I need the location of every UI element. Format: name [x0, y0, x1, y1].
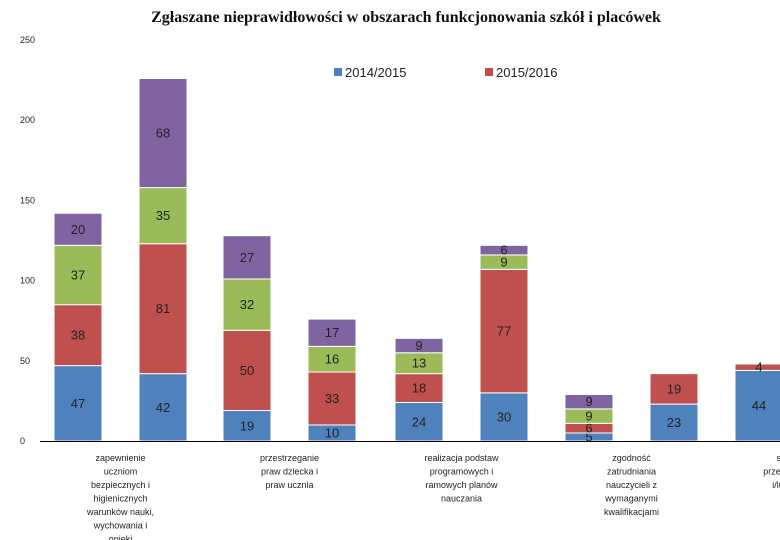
- bar-segment: [394, 373, 444, 404]
- bar-segment: [394, 337, 444, 354]
- bar-segment: [222, 329, 272, 412]
- data-label: 24: [412, 414, 426, 429]
- data-label: 33: [325, 391, 339, 406]
- bar-segment: [649, 373, 699, 405]
- data-label: 9: [500, 255, 507, 270]
- data-label: 20: [71, 222, 85, 237]
- bar-segment: [307, 318, 357, 347]
- bar-segment: [53, 365, 103, 442]
- data-label: 19: [240, 418, 254, 433]
- bar-segment: [307, 371, 357, 426]
- y-tick-label: 250: [20, 35, 35, 45]
- data-label: 37: [71, 267, 85, 282]
- data-label: 5: [585, 429, 592, 444]
- bar-segment: [222, 235, 272, 280]
- category-label: przestrzeganie praw dziecka i praw ucznia: [260, 453, 319, 490]
- category-label: stosowanieprzemocy słowneji/lub fizyczne…: [763, 453, 780, 490]
- data-label: 4: [755, 360, 762, 375]
- y-tick-label: 200: [20, 115, 35, 125]
- data-label: 30: [497, 409, 511, 424]
- category-label: zapewnienie uczniom bezpiecznych i higienic…: [86, 453, 154, 540]
- data-label: 32: [240, 297, 254, 312]
- data-label: 17: [325, 325, 339, 340]
- bar-segment: [138, 77, 188, 189]
- data-label: 47: [71, 396, 85, 411]
- bar-segment: [479, 244, 529, 256]
- bar-segment: [479, 392, 529, 442]
- data-label: 9: [585, 394, 592, 409]
- bar-segment: [138, 243, 188, 375]
- data-label: 6: [585, 421, 592, 436]
- bar-segment: [53, 304, 103, 367]
- data-label: 81: [156, 301, 170, 316]
- category-label: realizacja podstaw programowych i ramowych…: [424, 453, 499, 504]
- bar-segment: [734, 369, 780, 442]
- bar-segment: [479, 268, 529, 394]
- legend-swatch: [485, 68, 493, 76]
- bar-segment: [564, 393, 614, 410]
- y-tick-label: 100: [20, 276, 35, 286]
- category-label: zgodność zatrudniania nauczycieli z wymagan…: [604, 453, 659, 517]
- data-label: 9: [585, 409, 592, 424]
- data-label: 77: [497, 324, 511, 339]
- data-label: 13: [412, 356, 426, 371]
- bar-segment: [222, 278, 272, 331]
- legend-swatch: [334, 68, 342, 76]
- legend-entry: 2015/2016: [496, 65, 557, 80]
- data-label: 18: [412, 381, 426, 396]
- y-tick-label: 150: [20, 195, 35, 205]
- bar-segment: [222, 410, 272, 442]
- data-label: 16: [325, 352, 339, 367]
- bar-segment: [138, 187, 188, 245]
- data-label: 50: [240, 363, 254, 378]
- data-label: 42: [156, 400, 170, 415]
- bar-segment: [394, 402, 444, 442]
- y-tick-label: 50: [20, 356, 30, 366]
- bar-segment: [53, 244, 103, 306]
- chart-title: Zgłaszane nieprawidłowości w obszarach f…: [151, 9, 661, 26]
- bar-segment: [734, 363, 780, 371]
- data-label: 35: [156, 208, 170, 223]
- data-label: 10: [325, 425, 339, 440]
- data-label: 9: [415, 338, 422, 353]
- y-tick-label: 0: [20, 436, 25, 446]
- data-label: 6: [500, 243, 507, 258]
- data-label: 19: [667, 381, 681, 396]
- data-label: 27: [240, 250, 254, 265]
- data-label: 23: [667, 415, 681, 430]
- data-label: 44: [752, 398, 766, 413]
- legend-entry: 2014/2015: [345, 65, 406, 80]
- data-label: 68: [156, 126, 170, 141]
- data-label: 38: [71, 328, 85, 343]
- bar-segment: [53, 212, 103, 246]
